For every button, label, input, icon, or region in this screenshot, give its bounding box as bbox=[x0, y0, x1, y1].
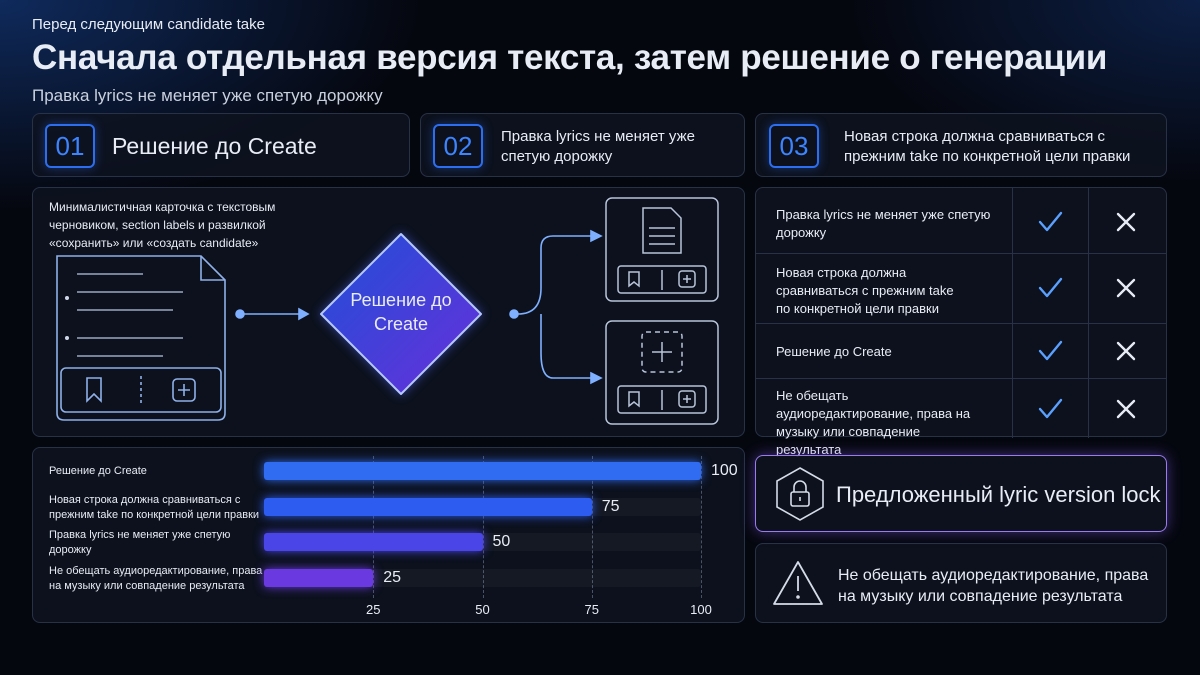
step-text: Новая строка должна сравниваться с прежн… bbox=[844, 128, 1131, 165]
x-tick-label: 50 bbox=[475, 602, 490, 617]
decision-label: Решение до Create bbox=[350, 290, 452, 334]
warning-card: Не обещать аудиоредактирование, права на… bbox=[755, 543, 1167, 623]
grid-line bbox=[373, 456, 375, 598]
category-label: Новая строка должна сравниваться с прежн… bbox=[49, 493, 260, 521]
step-card: 02 Правка lyrics не меняет уже спетую до… bbox=[420, 113, 745, 177]
step-card: 01 Решение до Create bbox=[32, 113, 410, 177]
x-tick-label: 75 bbox=[584, 602, 599, 617]
warning-icon bbox=[773, 561, 823, 605]
warning-text: Не обещать аудиоредактирование, права на… bbox=[838, 567, 1149, 605]
kicker: Перед следующим candidate take bbox=[32, 16, 265, 33]
step-number: 02 bbox=[433, 124, 483, 168]
checklist-item: Не обещать аудиоредактирование, права на… bbox=[776, 388, 971, 457]
check-icons bbox=[1038, 211, 1136, 419]
value-label: 100 bbox=[711, 462, 738, 479]
x-tick-label: 100 bbox=[690, 602, 712, 617]
flow-diagram bbox=[56, 197, 719, 425]
bar bbox=[264, 497, 592, 516]
x-tick-label: 25 bbox=[366, 602, 381, 617]
flow-panel: Минималистичная карточка с текстовым чер… bbox=[32, 187, 745, 437]
document-icon bbox=[56, 255, 226, 421]
flow-note: Минималистичная карточка с текстовым чер… bbox=[49, 200, 276, 250]
lock-text: Предложенный lyric version lock bbox=[836, 482, 1161, 507]
bar bbox=[264, 462, 701, 480]
value-label: 75 bbox=[601, 497, 620, 515]
arrows bbox=[235, 229, 603, 385]
bar bbox=[264, 533, 483, 551]
checklist-item: Новая строка должна сравниваться с прежн… bbox=[776, 265, 954, 316]
step-number: 01 bbox=[45, 124, 95, 168]
lock-card: Предложенный lyric version lock bbox=[755, 455, 1167, 532]
value-label: 25 bbox=[383, 568, 402, 586]
lock-icon bbox=[776, 467, 824, 521]
category-label: Решение до Create bbox=[49, 465, 147, 477]
checklist-item: Решение до Create bbox=[776, 344, 892, 359]
grid-line bbox=[482, 456, 484, 598]
checklist-item: Правка lyrics не меняет уже спетую дорож… bbox=[776, 207, 991, 240]
category-label: Правка lyrics не меняет уже спетую дорож… bbox=[49, 529, 231, 556]
bar-chart: 25 50 75 100 Решение до Create 100 Новая строк… bbox=[32, 447, 745, 623]
category-label: Не обещать аудиоредактирование, права на… bbox=[49, 564, 263, 592]
bar bbox=[264, 568, 374, 587]
step-text: Решение до Create bbox=[112, 133, 317, 159]
grid-line bbox=[591, 456, 593, 598]
step-number: 03 bbox=[769, 124, 819, 168]
checklist-panel: Правка lyrics не меняет уже спетую дорож… bbox=[755, 187, 1167, 457]
value-label: 50 bbox=[492, 533, 511, 550]
step-card: 03 Новая строка должна сравниваться с пр… bbox=[755, 113, 1167, 177]
decision-diamond bbox=[320, 233, 482, 395]
subtitle: Правка lyrics не меняет уже спетую дорож… bbox=[32, 86, 383, 105]
title: Сначала отдельная версия текста, затем р… bbox=[32, 38, 1108, 77]
grid-line bbox=[701, 456, 702, 598]
step-text: Правка lyrics не меняет уже спетую дорож… bbox=[501, 128, 695, 165]
